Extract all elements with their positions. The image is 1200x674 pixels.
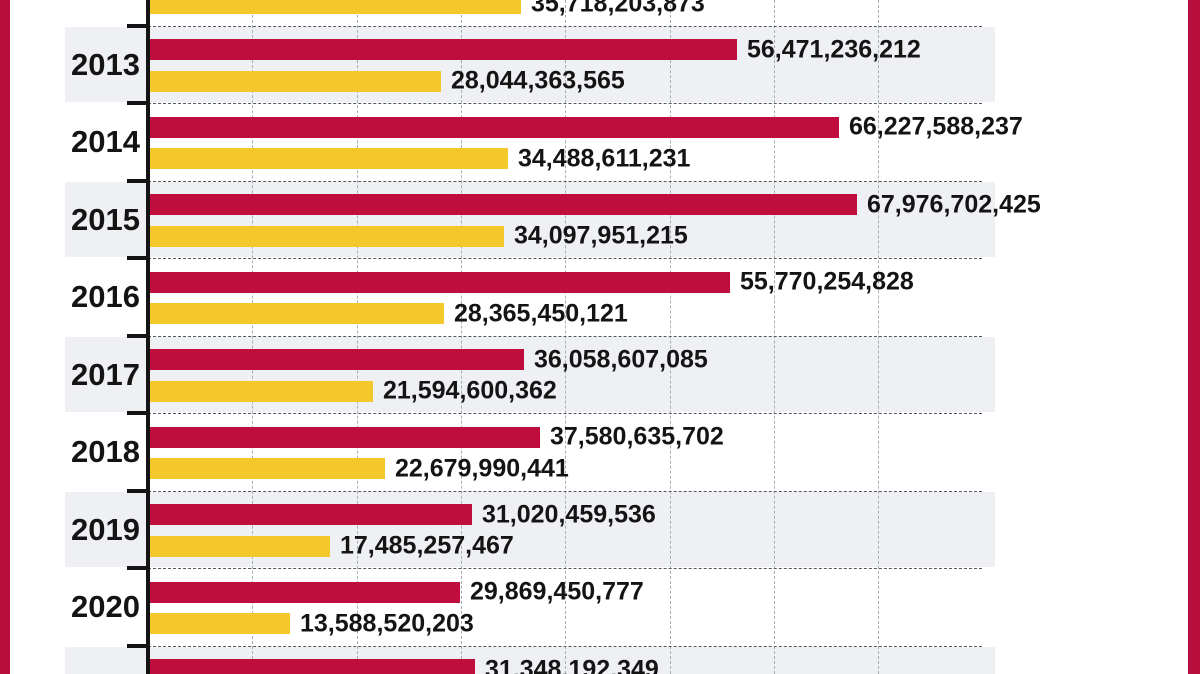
value-label-yellow: 28,365,450,121 — [454, 299, 628, 327]
value-label-red: 31,348,192,349 — [485, 655, 659, 674]
bar-red — [148, 581, 460, 603]
value-label-yellow: 22,679,990,441 — [395, 454, 569, 482]
row-separator — [148, 413, 982, 414]
bar-yellow — [148, 303, 444, 324]
row-separator — [148, 568, 982, 569]
value-label-red: 67,976,702,425 — [867, 190, 1041, 218]
value-label-red: 31,020,459,536 — [482, 500, 656, 528]
y-axis-line — [146, 0, 150, 674]
gridline-70B — [878, 0, 880, 674]
bar-red — [148, 271, 730, 293]
bar-red — [148, 349, 524, 370]
bar-yellow — [148, 458, 385, 479]
axis-tick — [127, 23, 148, 28]
row-separator — [148, 180, 982, 182]
right-frame-border — [1188, 0, 1200, 674]
axis-tick — [127, 101, 148, 105]
bar-yellow — [148, 148, 508, 169]
axis-tick — [127, 566, 148, 570]
value-label-red: 36,058,607,085 — [534, 345, 708, 373]
row-separator — [148, 645, 982, 647]
value-label-red: 37,580,635,702 — [550, 422, 724, 451]
row-separator — [148, 25, 982, 27]
gridline-20B — [356, 0, 358, 674]
year-label: 2016 — [71, 279, 140, 315]
year-label: 2013 — [71, 46, 140, 82]
value-label-red: 56,471,236,212 — [747, 35, 921, 63]
bar-yellow — [148, 225, 504, 247]
value-label-red: 55,770,254,828 — [740, 267, 914, 296]
axis-tick — [127, 178, 148, 183]
gridline-60B — [773, 0, 775, 674]
value-label-red: 29,869,450,777 — [470, 577, 644, 606]
bar-red — [148, 426, 540, 448]
bar-yellow — [148, 0, 521, 14]
year-label: 2015 — [71, 201, 140, 237]
bar-red — [148, 116, 839, 138]
year-label: 2019 — [71, 511, 140, 547]
bar-red — [148, 194, 857, 215]
axis-tick — [127, 488, 148, 493]
row-separator — [148, 335, 982, 337]
value-label-yellow: 17,485,257,467 — [340, 531, 514, 560]
year-label: 2017 — [71, 356, 140, 392]
row-separator — [148, 258, 982, 259]
bar-yellow — [148, 380, 373, 402]
gridline-50B — [669, 0, 671, 674]
gridline-40B — [565, 0, 567, 674]
value-label-red: 66,227,588,237 — [849, 112, 1023, 141]
left-frame-border — [0, 0, 10, 674]
bar-red — [148, 659, 475, 674]
bar-yellow — [148, 70, 441, 92]
year-label: 2014 — [71, 124, 140, 160]
gridline-10B — [252, 0, 254, 674]
gridline-30B — [460, 0, 462, 674]
value-label-yellow: 34,488,611,231 — [518, 144, 691, 172]
row-separator — [148, 103, 982, 104]
value-label-yellow: 13,588,520,203 — [300, 609, 474, 637]
axis-tick — [127, 256, 148, 260]
value-label-yellow: 28,044,363,565 — [451, 66, 625, 95]
axis-tick — [127, 333, 148, 338]
year-label: 2020 — [71, 589, 140, 625]
bar-red — [148, 39, 737, 60]
bar-red — [148, 504, 472, 525]
axis-tick — [127, 411, 148, 415]
bar-yellow — [148, 613, 290, 634]
value-label-yellow: 35,718,203,873 — [531, 0, 705, 17]
row-separator — [148, 490, 982, 492]
value-label-yellow: 34,097,951,215 — [514, 221, 688, 250]
axis-tick — [127, 643, 148, 648]
year-label: 2018 — [71, 434, 140, 470]
bar-yellow — [148, 535, 330, 557]
value-label-yellow: 21,594,600,362 — [383, 376, 557, 405]
